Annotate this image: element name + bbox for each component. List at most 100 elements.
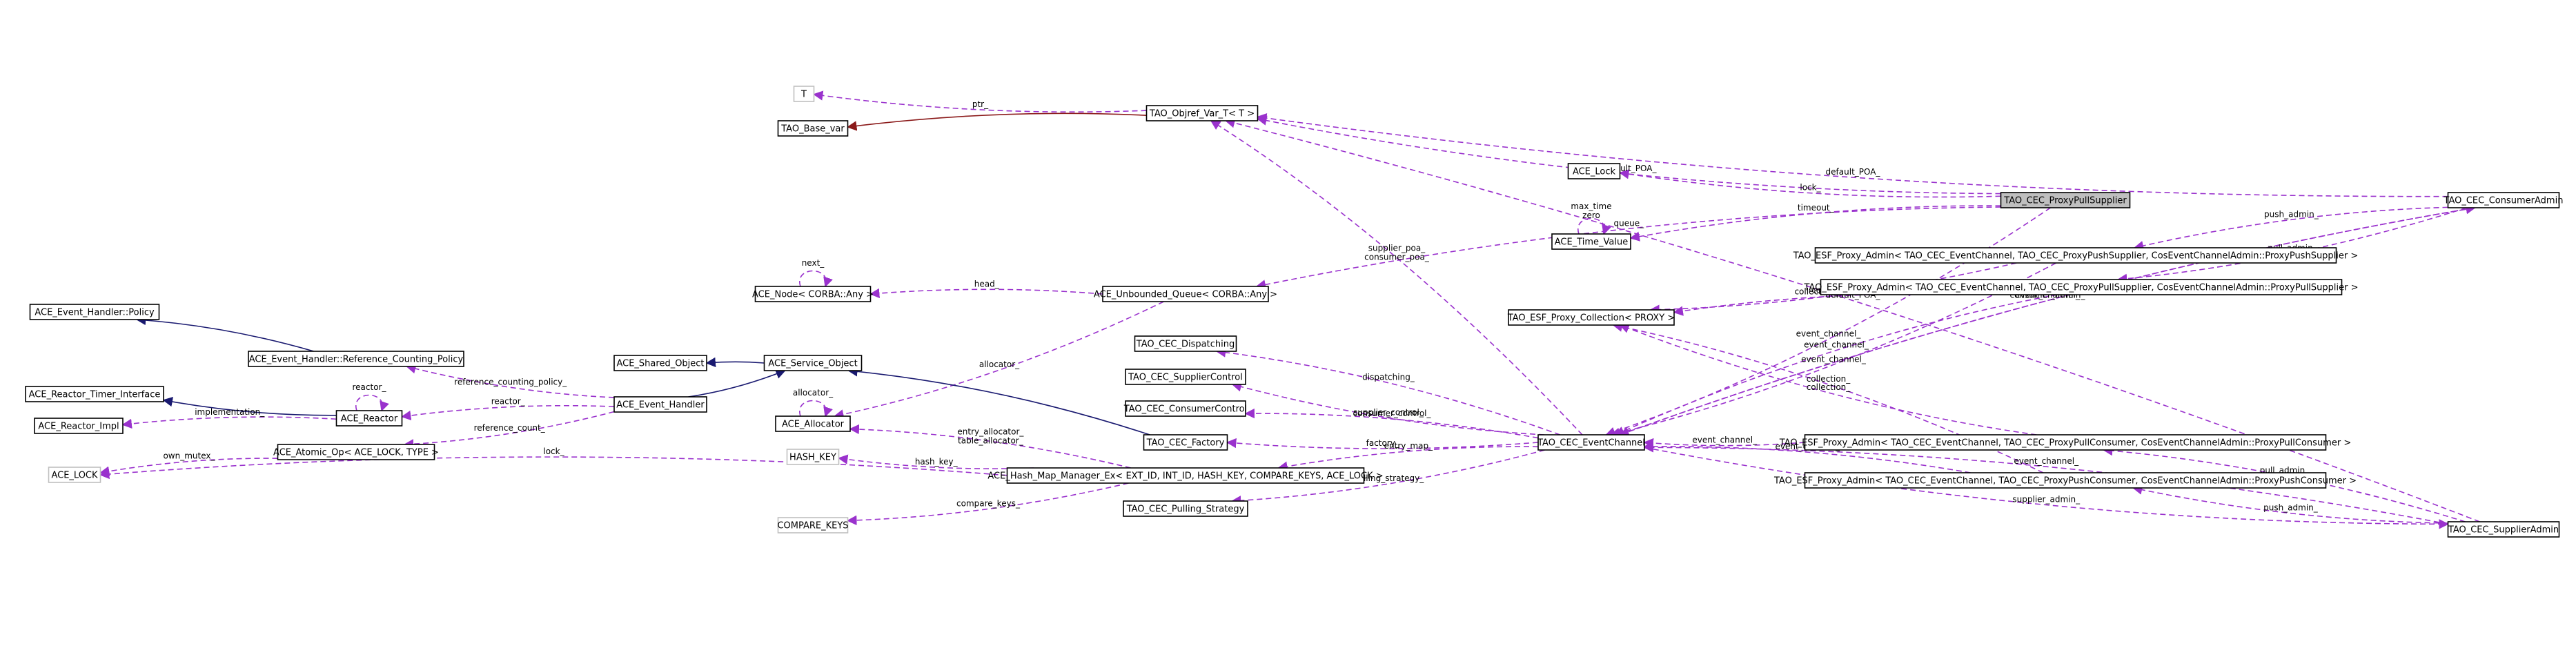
edge-label: push_admin_ (2263, 503, 2319, 513)
edge-label: supplier_control_ (1353, 407, 1424, 417)
class-node-tao-cec-consumeradmin[interactable]: TAO_CEC_ConsumerAdmin (2444, 192, 2564, 208)
class-node-ace-shared-object[interactable]: ACE_Shared_Object (613, 355, 707, 371)
edge-tao-esf-proxy-admin-pushconsumer-to-tao-cec-eventchannel (1643, 441, 1971, 473)
edge-label: collection_ (1807, 374, 1851, 384)
edge-ace-hash-map-manager-ex-to-ace-lock (99, 456, 1007, 480)
class-node-ace-event-handler-policy[interactable]: ACE_Event_Handler::Policy (29, 304, 160, 320)
class-node-label: ACE_Atomic_Op< ACE_LOCK, TYPE > (273, 448, 439, 458)
nodes-layer: T TAO_Base_var TAO_Objref_Var_T< T > ACE_Lo… (25, 86, 2564, 538)
class-node-box (1814, 247, 2337, 264)
class-node-ace-hash-map-manager-ex[interactable]: ACE_Hash_Map_Manager_Ex< EXT_ID, INT_ID,… (987, 467, 1384, 484)
class-node-ace-event-handler[interactable]: ACE_Event_Handler (613, 396, 707, 413)
edge-tao-cec-eventchannel-to-tao-cec-consumercontrol (1244, 408, 1539, 439)
class-node-tao-esf-proxy-admin-pushsupplier[interactable]: TAO_ESF_Proxy_Admin< TAO_CEC_EventChanne… (1793, 247, 2359, 264)
edge-tao-cec-consumeradmin-to-tao-esf-proxy-admin-pushsupplier (2133, 206, 2448, 251)
class-node-ace-event-handler-rcp[interactable]: ACE_Event_Handler::Reference_Counting_Po… (248, 351, 464, 367)
class-node-tao-cec-dispatching[interactable]: TAO_CEC_Dispatching (1134, 335, 1237, 352)
class-node-box (29, 304, 160, 320)
edge-tao-esf-proxy-admin-pullsupplier-to-tao-cec-eventchannel (1614, 294, 2058, 436)
class-node-label: TAO_CEC_ConsumerControl (1123, 404, 1247, 415)
class-node-box (25, 386, 164, 402)
edge-label: reference_counting_policy_ (454, 377, 567, 386)
class-node-box (1804, 434, 2327, 451)
class-node-label: COMPARE_KEYS (777, 521, 848, 531)
class-node-tao-esf-proxy-collection[interactable]: TAO_ESF_Proxy_Collection< PROXY > (1507, 309, 1675, 326)
edge-label: implementation_ (195, 407, 265, 417)
class-node-box (34, 418, 124, 434)
class-node-tao-esf-proxy-admin-pullconsumer[interactable]: TAO_ESF_Proxy_Admin< TAO_CEC_EventChanne… (1779, 434, 2351, 451)
class-node-box (1508, 309, 1675, 326)
class-node-ace-reactor-timer-interface[interactable]: ACE_Reactor_Timer_Interface (25, 386, 164, 402)
class-node-box (1551, 233, 1631, 250)
class-node-t[interactable]: T (793, 86, 815, 102)
class-node-tao-objref-var-t[interactable]: TAO_Objref_Var_T< T > (1146, 105, 1259, 121)
class-node-label: TAO_Base_var (780, 124, 845, 135)
class-node-label: ACE_Hash_Map_Manager_Ex< EXT_ID, INT_ID,… (987, 471, 1383, 482)
edge-label: push_admin_ (2264, 209, 2319, 219)
edge-ace-unbounded-queue-to-ace-allocator (834, 301, 1164, 420)
edge-label: entry_map_ (1384, 441, 1433, 451)
edge-ace-hash-map-manager-ex-to-ace-allocator (849, 424, 1131, 469)
class-node-ace-reactor-impl[interactable]: ACE_Reactor_Impl (34, 418, 124, 434)
class-node-label: TAO_CEC_Factory (1146, 438, 1225, 449)
class-node-compare-keys[interactable]: COMPARE_KEYS (777, 517, 849, 533)
class-node-ace-node[interactable]: ACE_Node< CORBA::Any > (752, 286, 874, 302)
edge-tao-cec-supplieradmin-to-tao-cec-eventchannel (1643, 442, 2448, 525)
edge-ace-reactor-to-ace-reactor-timer-interface (162, 397, 337, 416)
edge-label: allocator_ (793, 388, 834, 398)
class-node-ace-unbounded-queue[interactable]: ACE_Unbounded_Queue< CORBA::Any > (1094, 286, 1277, 302)
class-node-tao-base-var[interactable]: TAO_Base_var (777, 120, 849, 137)
class-node-tao-cec-suppliercontrol[interactable]: TAO_CEC_SupplierControl (1125, 369, 1246, 385)
class-node-ace-lock[interactable]: ACE_LOCK (48, 467, 101, 483)
class-node-tao-cec-supplieradmin[interactable]: TAO_CEC_SupplierAdmin (2447, 521, 2560, 538)
class-node-label: TAO_ESF_Proxy_Admin< TAO_CEC_EventChanne… (1773, 476, 2357, 487)
class-node-box (777, 120, 849, 137)
edge-label: event_channel_ (1796, 329, 1862, 339)
class-node-label: TAO_Objref_Var_T< T > (1149, 109, 1255, 119)
edge-label: lock_ (543, 447, 564, 456)
class-node-ace-service-object[interactable]: ACE_Service_Object (763, 355, 863, 371)
class-node-tao-cec-eventchannel[interactable]: TAO_CEC_EventChannel (1537, 434, 1645, 451)
edge-label: lock_ (1800, 183, 1821, 193)
class-node-box (613, 396, 707, 413)
class-node-label: ACE_Time_Value (1555, 237, 1628, 248)
class-node-ace-reactor[interactable]: ACE_Reactor (335, 410, 403, 427)
class-node-hash-key[interactable]: HASH_KEY (786, 449, 840, 465)
edge-tao-cec-eventchannel-to-tao-cec-supplieradmin (1644, 447, 2449, 529)
class-node-ace-atomic-op[interactable]: ACE_Atomic_Op< ACE_LOCK, TYPE > (273, 444, 439, 460)
edge-tao-cec-eventchannel-to-tao-cec-dispatching (1215, 347, 1561, 435)
edge-tao-cec-supplieradmin-to-tao-esf-proxy-admin-pullconsumer (2103, 445, 2466, 522)
edge-label: ptr_ (972, 99, 989, 109)
edge-ace-node-to-ace-node (799, 270, 833, 288)
edge-ace-event-handler-to-ace-reactor (401, 404, 615, 421)
class-node-tao-cec-consumercontrol[interactable]: TAO_CEC_ConsumerControl (1123, 400, 1247, 417)
edge-tao-cec-supplieradmin-to-tao-esf-proxy-admin-pushconsumer (2132, 484, 2448, 524)
class-node-ace-lock[interactable]: ACE_Lock (1567, 163, 1621, 179)
class-node-tao-cec-factory[interactable]: TAO_CEC_Factory (1143, 434, 1228, 451)
edge-label: reactor_ (491, 397, 526, 407)
class-node-label: ACE_Event_Handler::Policy (35, 308, 155, 318)
class-node-label: ACE_Unbounded_Queue< CORBA::Any > (1094, 290, 1277, 300)
edge-tao-cec-proxypullsupplier-to-ace-unbounded-queue (1255, 206, 2001, 290)
edge-tao-cec-eventchannel-to-tao-cec-suppliercontrol (1231, 382, 1544, 435)
edge-label: entry_allocator_ table_allocator_ (957, 427, 1024, 445)
class-node-label: ACE_Reactor_Timer_Interface (29, 390, 161, 400)
class-node-label: TAO_ESF_Proxy_Admin< TAO_CEC_EventChanne… (1779, 438, 2351, 449)
edge-tao-esf-proxy-admin-pullconsumer-to-tao-cec-eventchannel (1643, 438, 1805, 449)
class-node-box (613, 355, 707, 371)
edge-ace-atomic-op-to-ace-lock (99, 458, 278, 476)
class-node-box (1804, 472, 2327, 489)
class-node-tao-cec-pulling-strategy[interactable]: TAO_CEC_Pulling_Strategy (1123, 500, 1248, 517)
edge-tao-esf-proxy-admin-pushsupplier-to-tao-cec-eventchannel (1610, 262, 2056, 438)
class-node-ace-time-value[interactable]: ACE_Time_Value (1551, 233, 1631, 250)
class-node-tao-cec-proxypullsupplier[interactable]: TAO_CEC_ProxyPullSupplier (2000, 192, 2131, 208)
class-node-tao-esf-proxy-admin-pushconsumer[interactable]: TAO_ESF_Proxy_Admin< TAO_CEC_EventChanne… (1773, 472, 2357, 489)
edge-tao-objref-var-t-to-tao-base-var (847, 112, 1147, 131)
edge-tao-esf-proxy-admin-pullconsumer-to-tao-esf-proxy-collection (1619, 323, 2037, 435)
class-node-tao-esf-proxy-admin-pullsupplier[interactable]: TAO_ESF_Proxy_Admin< TAO_CEC_EventChanne… (1804, 279, 2359, 295)
class-node-label: ACE_LOCK (51, 471, 98, 481)
edge-label: max_time zero (1571, 202, 1611, 220)
class-node-label: ACE_Allocator (782, 420, 845, 430)
edge-labels-layer: ptr_default_POA_default_POA_default_POA_… (163, 99, 2319, 513)
class-node-ace-allocator[interactable]: ACE_Allocator (775, 415, 851, 432)
